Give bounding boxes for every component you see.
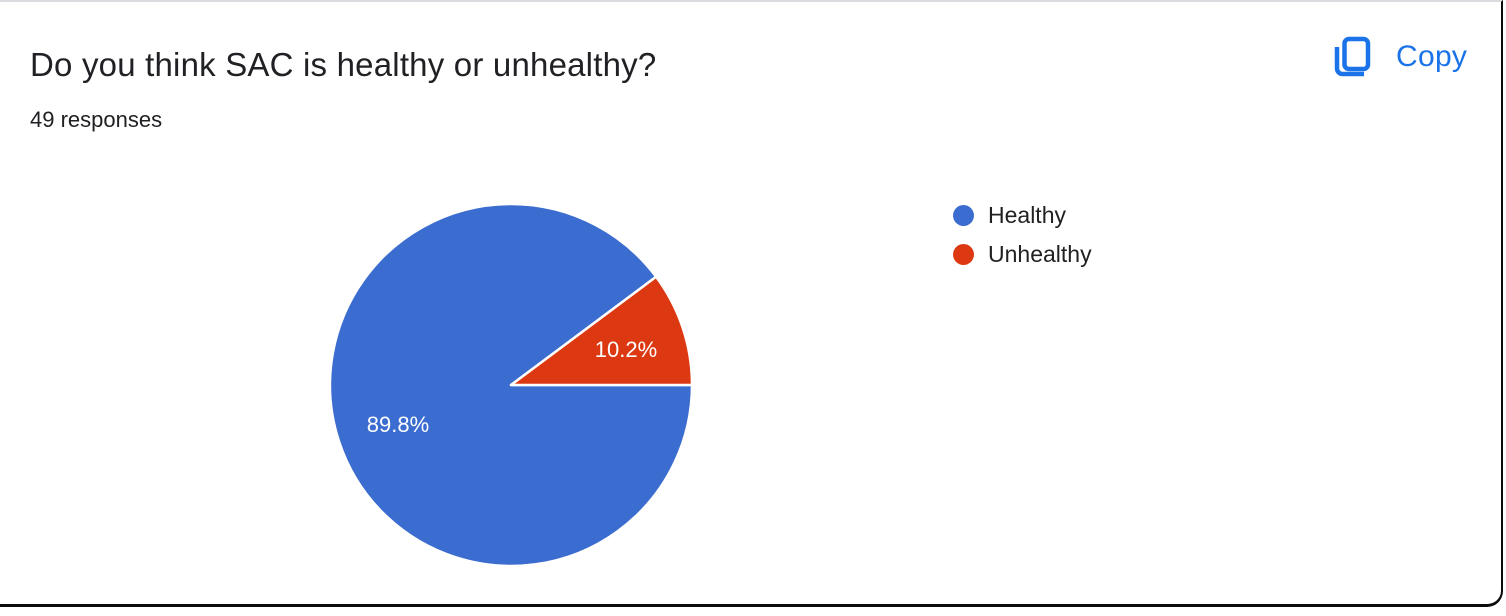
responses-count: 49 responses bbox=[30, 107, 163, 132]
pie-slice-label-healthy: 89.8% bbox=[367, 412, 429, 437]
pie-chart: 89.8% 10.2% bbox=[321, 195, 701, 575]
pie-slice-label-unhealthy: 10.2% bbox=[595, 337, 657, 362]
legend-swatch-healthy-icon bbox=[953, 204, 974, 226]
legend-label-healthy: Healthy bbox=[988, 201, 1066, 228]
copy-icon bbox=[1328, 34, 1374, 80]
copy-icon-front-sheet bbox=[1342, 36, 1371, 72]
pie-slice-unhealthy bbox=[509, 275, 694, 387]
legend-swatch-unhealthy-icon bbox=[953, 243, 974, 265]
copy-button-label: Copy bbox=[1396, 40, 1468, 73]
copy-button[interactable]: Copy bbox=[1328, 34, 1467, 80]
copy-icon-back-sheet bbox=[1334, 47, 1364, 77]
legend-item-unhealthy: Unhealthy bbox=[953, 240, 1092, 267]
question-title: Do you think SAC is healthy or unhealthy… bbox=[30, 46, 657, 83]
legend-item-healthy: Healthy bbox=[953, 201, 1092, 228]
legend-label-unhealthy: Unhealthy bbox=[988, 240, 1092, 267]
chart-legend: Healthy Unhealthy bbox=[953, 201, 1092, 281]
